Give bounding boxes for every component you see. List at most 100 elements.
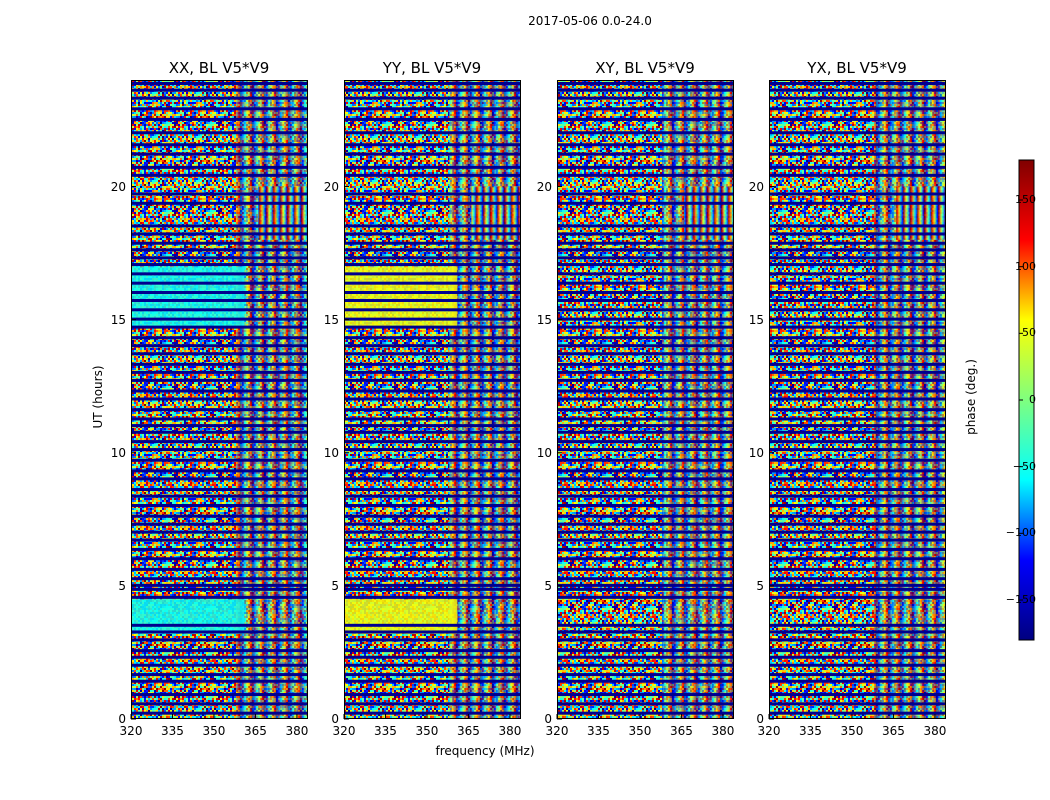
flagged-row — [557, 638, 734, 642]
flagged-row — [557, 557, 734, 561]
flagged-row — [557, 336, 734, 340]
x-tick-label: 320 — [119, 724, 143, 738]
flagged-row — [769, 370, 946, 374]
flagged-row — [344, 117, 521, 121]
flagged-row — [557, 530, 734, 534]
flagged-row — [557, 587, 734, 591]
flagged-row — [344, 587, 521, 591]
flagged-row — [557, 201, 734, 205]
colorbar-tick-label: −150 — [1005, 593, 1036, 606]
panel-title-yy: YY, BL V5*V9 — [382, 59, 482, 77]
flagged-row — [769, 458, 946, 462]
flagged-row — [344, 477, 521, 481]
flagged-row — [769, 165, 946, 169]
flagged-row — [344, 96, 521, 100]
flagged-row — [769, 96, 946, 100]
flagged-row — [131, 638, 308, 642]
x-tick-label: 335 — [587, 724, 610, 738]
flagged-row — [344, 638, 521, 642]
flagged-row — [557, 673, 734, 677]
flagged-row — [769, 679, 946, 683]
flagged-row — [769, 522, 946, 526]
flagged-row — [131, 143, 308, 147]
flagged-row — [769, 417, 946, 421]
flagged-row — [131, 488, 308, 492]
flagged-row — [344, 325, 521, 329]
flagged-row — [769, 557, 946, 561]
flagged-row — [557, 232, 734, 236]
flagged-row — [344, 81, 521, 85]
flagged-row — [344, 107, 521, 111]
flagged-row — [131, 370, 308, 374]
flagged-row — [769, 272, 946, 276]
flagged-row — [557, 397, 734, 401]
flagged-row — [344, 370, 521, 374]
flagged-row — [557, 424, 734, 428]
flagged-row — [557, 224, 734, 228]
flagged-row — [131, 623, 308, 627]
flagged-row — [769, 344, 946, 348]
flagged-row — [344, 201, 521, 205]
flagged-row — [344, 281, 521, 285]
flagged-row — [557, 448, 734, 452]
flagged-row — [557, 488, 734, 492]
y-tick-label: 15 — [323, 312, 339, 327]
flagged-row — [557, 152, 734, 156]
flagged-row — [769, 530, 946, 534]
uniform-phase-band — [131, 266, 245, 328]
flagged-row — [344, 232, 521, 236]
flagged-row — [344, 417, 521, 421]
flagged-row — [344, 173, 521, 177]
flagged-row — [557, 317, 734, 321]
flagged-row — [557, 117, 734, 121]
flagged-row — [769, 81, 946, 85]
flagged-row — [131, 117, 308, 121]
flagged-row — [131, 567, 308, 571]
flagged-row — [131, 630, 308, 634]
flagged-row — [131, 702, 308, 706]
colorbar-tick-label: 0 — [1029, 393, 1036, 406]
flagged-row — [344, 430, 521, 434]
flagged-row — [344, 88, 521, 92]
flagged-row — [557, 378, 734, 382]
flagged-row — [344, 673, 521, 677]
flagged-row — [557, 308, 734, 312]
flagged-row — [557, 389, 734, 393]
flagged-row — [344, 424, 521, 428]
x-tick-label: 335 — [374, 724, 397, 738]
flagged-row — [769, 389, 946, 393]
flagged-row — [344, 504, 521, 507]
y-tick-label: 10 — [536, 445, 552, 460]
flagged-row — [557, 649, 734, 653]
flagged-row — [344, 469, 521, 473]
flagged-row — [131, 291, 308, 294]
flagged-row — [344, 679, 521, 683]
y-tick-label: 20 — [748, 179, 764, 194]
flagged-row — [344, 256, 521, 260]
flagged-row — [131, 679, 308, 683]
panel-0 — [130, 80, 308, 720]
y-tick-label: 5 — [756, 578, 764, 593]
flagged-row — [131, 673, 308, 677]
flagged-row — [344, 344, 521, 348]
flagged-row — [557, 88, 734, 92]
flagged-row — [557, 298, 734, 302]
panel-title-xy: XY, BL V5*V9 — [595, 59, 695, 77]
flagged-row — [769, 241, 946, 245]
y-tick-label: 0 — [544, 712, 552, 726]
flagged-row — [131, 325, 308, 329]
flagged-row — [131, 96, 308, 100]
flagged-row — [557, 469, 734, 473]
flagged-row — [769, 201, 946, 205]
flagged-row — [344, 663, 521, 667]
flagged-row — [131, 655, 308, 659]
panel-frame — [557, 80, 734, 719]
x-tick-label: 335 — [161, 724, 184, 738]
flagged-row — [769, 567, 946, 571]
flagged-row — [344, 389, 521, 393]
x-tick-label: 350 — [415, 724, 439, 738]
flagged-row — [131, 649, 308, 653]
flagged-row — [344, 567, 521, 571]
flagged-row — [131, 440, 308, 444]
x-tick-label: 335 — [799, 724, 822, 738]
